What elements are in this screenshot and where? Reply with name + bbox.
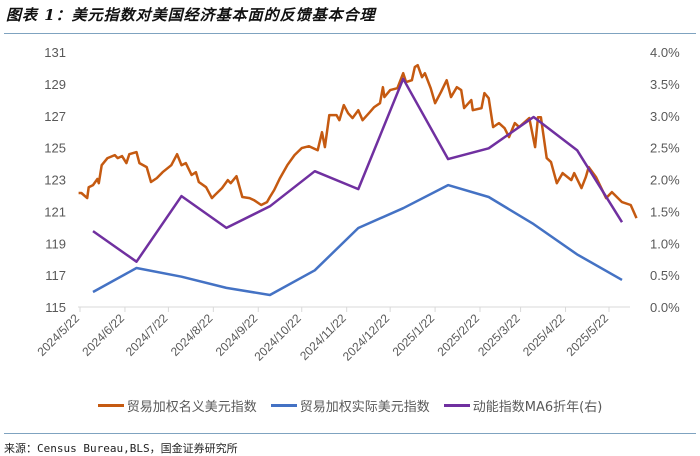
- legend: 贸易加权名义美元指数 贸易加权实际美元指数 动能指数MA6折年(右): [0, 396, 700, 415]
- y-left-tick-label: 121: [44, 204, 66, 219]
- y-left-tick-label: 131: [44, 45, 66, 60]
- series-nominal-usd-line: [78, 63, 638, 219]
- legend-item-nominal: 贸易加权名义美元指数: [97, 396, 257, 415]
- x-tick-label: 2025/2/22: [434, 311, 482, 359]
- legend-swatch-nominal: [97, 404, 124, 407]
- chart-title: 图表 1：美元指数对美国经济基本面的反馈基本合理: [6, 6, 376, 24]
- legend-swatch-real: [270, 404, 297, 407]
- x-tick-label: 2025/5/22: [563, 311, 611, 359]
- y-right-tick-label: 3.5%: [650, 77, 680, 92]
- x-tick-label: 2024/5/22: [34, 311, 82, 359]
- x-tick-label: 2025/1/22: [390, 311, 438, 359]
- series-momentum-line: [92, 77, 624, 263]
- series-real-usd-line: [92, 183, 623, 297]
- y-right-tick-label: 0.0%: [650, 300, 680, 315]
- legend-item-real: 贸易加权实际美元指数: [270, 396, 430, 415]
- y-right-tick-label: 2.5%: [650, 141, 680, 156]
- x-tick-label: 2025/3/22: [475, 311, 523, 359]
- x-tick-label: 2024/8/22: [168, 311, 216, 359]
- x-tick-label: 2024/7/22: [123, 311, 171, 359]
- y-left-tick-label: 123: [44, 173, 66, 188]
- y-right-tick-label: 0.5%: [650, 268, 680, 283]
- y-left-tick-label: 119: [45, 236, 66, 251]
- x-tick-label: 2024/6/22: [79, 311, 127, 359]
- y-right-tick-label: 1.5%: [650, 204, 680, 219]
- y-left-tick-label: 129: [44, 77, 66, 92]
- title-divider: [4, 33, 696, 34]
- legend-label-momentum: 动能指数MA6折年(右): [472, 400, 603, 415]
- y-left-tick-label: 127: [44, 109, 66, 124]
- legend-item-momentum: 动能指数MA6折年(右): [443, 396, 603, 415]
- source-divider: [4, 433, 696, 434]
- legend-label-real: 贸易加权实际美元指数: [299, 400, 430, 415]
- legend-swatch-momentum: [443, 404, 470, 407]
- x-tick-label: 2024/10/22: [251, 311, 304, 364]
- y-left-tick-label: 115: [45, 300, 66, 315]
- x-tick-label: 2024/12/22: [340, 311, 393, 364]
- y-right-tick-label: 4.0%: [650, 45, 680, 60]
- y-left-tick-label: 117: [45, 268, 66, 283]
- x-tick-label: 2025/4/22: [520, 311, 568, 359]
- y-right-tick-label: 1.0%: [650, 236, 680, 251]
- source-note: 来源：Census Bureau,BLS，国金证券研究所: [4, 442, 238, 455]
- y-right-tick-label: 3.0%: [650, 109, 680, 124]
- legend-label-nominal: 贸易加权名义美元指数: [126, 400, 257, 415]
- y-left-tick-label: 125: [44, 141, 66, 156]
- y-right-tick-label: 2.0%: [650, 173, 680, 188]
